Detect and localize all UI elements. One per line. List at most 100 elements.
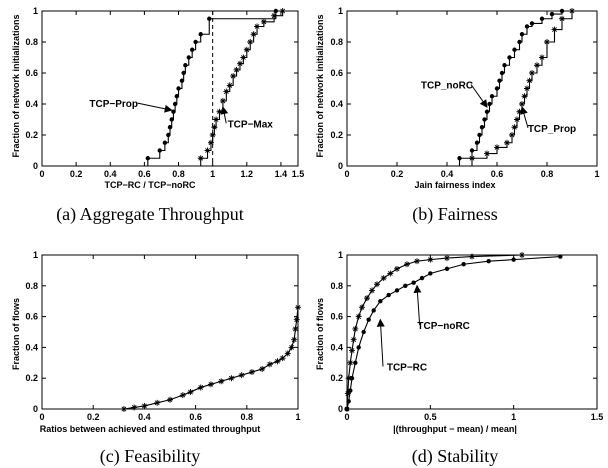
data-point: [526, 77, 533, 84]
data-point: [162, 140, 168, 145]
data-point: [482, 117, 487, 122]
x-tick-label: 0: [39, 169, 44, 179]
data-point: [295, 304, 301, 311]
annotation-label: TCP−noRC: [417, 321, 470, 332]
data-point: [371, 308, 376, 313]
y-tick-label: 0.2: [25, 130, 38, 140]
y-tick-label: 0.8: [330, 37, 343, 47]
data-point: [474, 140, 480, 145]
data-point: [279, 8, 286, 14]
x-tick-label: 1: [511, 412, 516, 422]
x-tick-label: 0.8: [541, 169, 554, 179]
data-point: [284, 350, 291, 357]
data-point: [131, 404, 138, 411]
data-point: [248, 369, 255, 376]
data-point: [512, 47, 517, 52]
data-point: [469, 253, 475, 260]
y-tick-label: 0: [33, 161, 38, 171]
data-point: [461, 262, 466, 267]
data-point: [569, 8, 575, 14]
y-tick-label: 0.2: [25, 373, 38, 383]
data-point: [366, 317, 371, 322]
annotation-arrow: [137, 102, 173, 113]
data-point: [559, 8, 565, 14]
data-point: [120, 406, 127, 412]
data-point: [230, 73, 237, 80]
caption-d: (d) Stability: [412, 446, 499, 467]
data-point: [197, 384, 204, 391]
x-tick-label: 1.4: [275, 169, 288, 179]
x-tick-label: 0.5: [424, 412, 437, 422]
data-point: [487, 101, 492, 107]
xlabel-b: Jain fairness index: [414, 180, 495, 190]
data-point: [539, 54, 545, 61]
data-point: [167, 125, 173, 130]
data-point: [179, 78, 185, 83]
data-point: [226, 82, 233, 89]
data-point: [236, 60, 243, 67]
data-point: [207, 16, 212, 21]
data-point: [223, 88, 230, 95]
annotation-arrow: [470, 84, 488, 108]
data-point: [250, 31, 257, 38]
annotation-arrow: [220, 106, 229, 124]
data-point: [414, 258, 420, 265]
data-point: [355, 313, 362, 320]
data-point: [216, 108, 223, 115]
x-tick-label: 1.5: [292, 169, 305, 179]
plot-frame: [41, 10, 299, 167]
x-tick-label: 0.2: [70, 169, 83, 179]
data-point: [211, 124, 218, 131]
data-point: [517, 39, 522, 45]
data-point: [291, 336, 298, 343]
series-line-1: [346, 255, 561, 410]
y-tick-label: 0.4: [330, 99, 343, 109]
data-point: [209, 132, 216, 138]
x-tick-label: 1: [594, 169, 599, 179]
annotation-label: TCP−Max: [228, 119, 274, 130]
data-point: [243, 46, 250, 53]
data-point: [549, 11, 555, 17]
data-point: [174, 94, 180, 99]
data-point: [356, 345, 361, 350]
y-tick-label: 0.4: [25, 99, 38, 109]
y-tick-label: 0.8: [25, 37, 38, 47]
data-point: [419, 275, 425, 281]
data-point: [352, 325, 359, 332]
data-point: [347, 359, 354, 366]
data-point: [157, 148, 162, 153]
data-point: [394, 288, 400, 293]
y-tick-label: 0: [338, 161, 343, 171]
annotation-arrow: [376, 318, 385, 367]
data-point: [509, 132, 515, 138]
data-point: [524, 24, 530, 29]
data-point: [529, 21, 535, 26]
x-tick-label: 1.2: [241, 169, 254, 179]
data-point: [457, 156, 462, 161]
data-point: [218, 378, 225, 385]
data-point: [172, 101, 178, 107]
plot-area-b: 0 0.2 0.4 0.6 0.8 1 0 0.2 0.4 0.6 0.8 1 TCP_noRC TCP_…: [330, 6, 599, 179]
data-point: [499, 70, 505, 76]
data-point: [254, 23, 261, 30]
annotation-label: TCP_noRC: [421, 81, 473, 92]
data-point: [171, 109, 176, 114]
y-tick-label: 0: [338, 404, 343, 414]
x-tick-label: 1: [295, 412, 300, 422]
data-point: [394, 265, 400, 272]
data-point: [539, 16, 545, 21]
ylabel-d: Fraction of flows: [315, 298, 325, 370]
data-point: [519, 32, 525, 37]
y-tick-label: 1: [33, 6, 38, 16]
data-point: [353, 360, 358, 365]
annotation-arrow: [413, 284, 422, 325]
data-point: [374, 281, 380, 288]
data-point: [292, 325, 299, 332]
y-tick-label: 0.8: [330, 281, 343, 291]
x-tick-label: 0: [344, 169, 349, 179]
y-tick-label: 0.2: [330, 373, 343, 383]
data-point: [259, 365, 266, 372]
data-point: [240, 54, 247, 61]
data-point: [380, 275, 387, 282]
